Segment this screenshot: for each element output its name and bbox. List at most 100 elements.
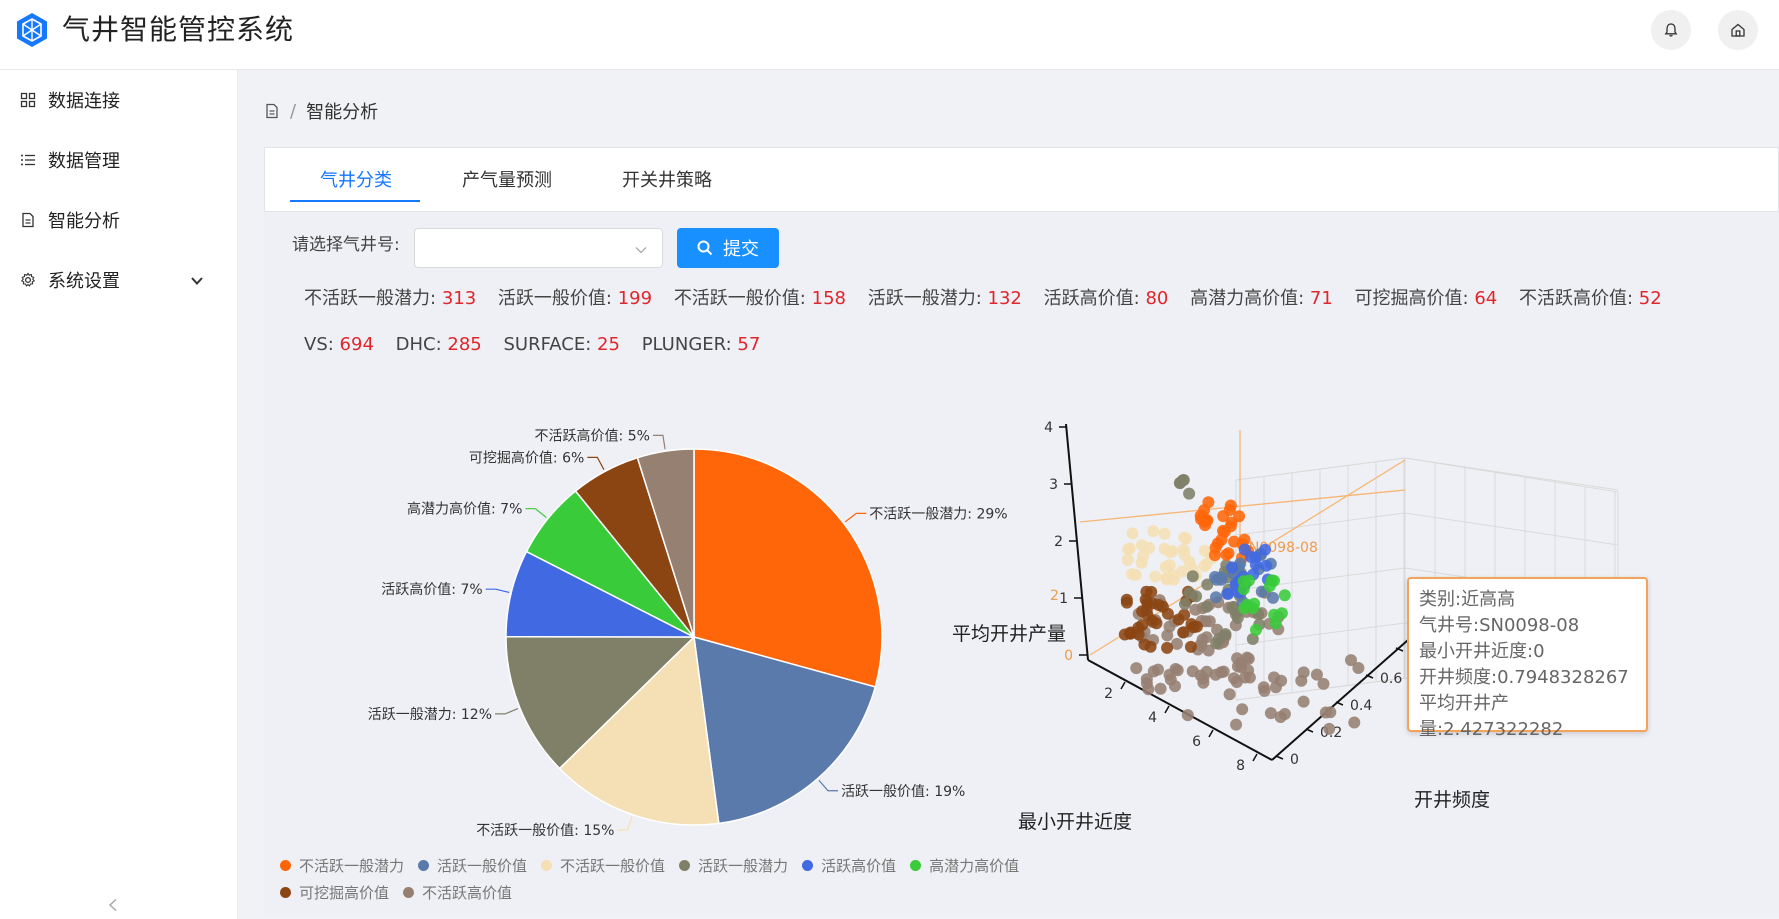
- stat-item: 不活跃一般潜力: 313: [304, 288, 477, 309]
- scatter-point: [1144, 640, 1157, 653]
- tooltip-line: 气井号:SN0098-08: [1419, 615, 1580, 636]
- stats-row-categories: 不活跃一般潜力: 313 活跃一般价值: 199 不活跃一般价值: 158 活跃…: [304, 284, 1678, 310]
- home-button[interactable]: [1718, 10, 1758, 50]
- scatter-point: [1250, 623, 1262, 636]
- scatter-point: [1169, 680, 1181, 693]
- scatter-point: [1178, 608, 1191, 621]
- scatter-point: [1259, 543, 1271, 556]
- scatter-point: [1323, 722, 1336, 735]
- z-axis: [1087, 659, 1273, 761]
- stat-item: 不活跃一般价值: 158: [673, 288, 846, 309]
- x-tick: [1305, 728, 1314, 733]
- tab-open-close-strategy[interactable]: 开关井策略: [622, 170, 712, 191]
- scatter-point: [1163, 559, 1176, 572]
- sidebar-item-smart-analysis[interactable]: 智能分析: [0, 194, 238, 246]
- pie-label-line: [495, 708, 519, 715]
- legend-item[interactable]: 高潜力高价值: [910, 852, 1019, 879]
- legend-label: 活跃一般价值: [437, 857, 528, 875]
- pie-slice: [693, 448, 883, 688]
- legend-item[interactable]: 可挖掘高价值: [280, 879, 389, 906]
- tab-gas-forecast[interactable]: 产气量预测: [462, 170, 552, 191]
- z-tick: [1208, 729, 1214, 738]
- pie-label-line: [818, 779, 839, 792]
- z-tick: [1120, 681, 1126, 690]
- scatter-point: [1197, 676, 1210, 689]
- submit-button[interactable]: 提交: [677, 228, 779, 268]
- scatter-point: [1238, 533, 1251, 546]
- stat-item: 不活跃高价值: 52: [1518, 288, 1662, 309]
- top-header: 气井智能管控系统: [0, 0, 1779, 70]
- bell-icon: [1664, 23, 1678, 37]
- pie-slice: [693, 635, 877, 825]
- x-axis-title: 开井频度: [1414, 789, 1490, 811]
- tab-bar: [264, 147, 1779, 212]
- scatter-point: [1161, 573, 1173, 586]
- scatter-point: [1147, 525, 1160, 538]
- chevron-left-icon[interactable]: [106, 898, 120, 912]
- scatter-point: [1183, 587, 1196, 600]
- scatter-point: [1324, 706, 1337, 719]
- scatter-point: [1310, 668, 1323, 681]
- x-tick: [1335, 701, 1344, 706]
- legend-item[interactable]: 不活跃高价值: [403, 879, 512, 906]
- submit-label: 提交: [723, 239, 759, 260]
- legend-label: 可挖掘高价值: [299, 884, 390, 902]
- scatter-point: [1201, 578, 1214, 591]
- scatter-point: [1130, 662, 1143, 675]
- legend-item[interactable]: 活跃一般潜力: [679, 852, 788, 879]
- pie-label-line: [587, 456, 605, 470]
- legend-label: 活跃高价值: [821, 857, 897, 875]
- stat-item: VS: 694: [304, 334, 374, 355]
- stats-row-types: VS: 694 DHC: 285 SURFACE: 25 PLUNGER: 57: [304, 334, 776, 355]
- breadcrumb-current: 智能分析: [306, 102, 379, 123]
- pie-label-line: [652, 434, 666, 450]
- sidebar-item-data-connect[interactable]: 数据连接: [0, 74, 238, 126]
- notification-button[interactable]: [1651, 10, 1691, 50]
- x-tick-label: 0.6: [1380, 671, 1402, 687]
- pie-slice: [558, 635, 720, 826]
- home-icon: [1731, 23, 1745, 37]
- pie-legend: 不活跃一般潜力 活跃一般价值 不活跃一般价值 活跃一般潜力 活跃高价值 高潜力高价值可挖掘…: [280, 852, 1060, 906]
- legend-item[interactable]: 活跃高价值: [802, 852, 896, 879]
- scatter-point: [1297, 695, 1310, 708]
- stat-item: 活跃一般价值: 199: [497, 288, 653, 309]
- chevron-down-icon: [191, 277, 203, 285]
- tab-active-indicator: [290, 200, 420, 202]
- legend-label: 不活跃一般价值: [560, 857, 666, 875]
- sidebar-item-data-manage[interactable]: 数据管理: [0, 134, 238, 186]
- file-icon: [22, 212, 34, 228]
- sidebar-item-system-settings[interactable]: 系统设置: [0, 254, 238, 306]
- legend-item[interactable]: 活跃一般价值: [418, 852, 527, 879]
- x-axis: [1271, 639, 1409, 761]
- scatter-point: [1275, 674, 1288, 687]
- scatter-3d-chart: 01234246800.20.40.60.8平均开井产量最小开井近度开井频度2S…: [952, 420, 1619, 833]
- stat-item: 活跃高价值: 80: [1043, 288, 1169, 309]
- scatter-point: [1186, 665, 1199, 678]
- stat-item: 可挖掘高价值: 64: [1354, 288, 1498, 309]
- pie-chart: 不活跃一般潜力: 29% 活跃一般价值: 19% 不活跃一般价值: 15% 活跃一般潜…: [368, 427, 1008, 838]
- scatter-point: [1222, 587, 1235, 600]
- legend-item[interactable]: 不活跃一般价值: [541, 852, 665, 879]
- scatter-point: [1297, 666, 1310, 679]
- scatter-point: [1199, 519, 1212, 532]
- scatter-point: [1135, 539, 1148, 552]
- grid-line: [1235, 457, 1619, 491]
- scatter-point: [1235, 661, 1248, 674]
- x-tick: [1365, 674, 1374, 679]
- scatter-point: [1223, 688, 1236, 701]
- y-tick-label: 3: [1049, 477, 1058, 493]
- legend-dot: [280, 887, 291, 898]
- scatter-point: [1345, 654, 1357, 667]
- stat-item: 活跃一般潜力: 132: [867, 288, 1022, 309]
- pie-label: 活跃一般潜力: 12%: [368, 707, 492, 723]
- scatter-point: [1224, 520, 1237, 533]
- scatter-point: [1200, 600, 1213, 613]
- tooltip-line: 最小开井近度:0: [1419, 641, 1545, 662]
- well-select[interactable]: [414, 228, 663, 268]
- scatter-point: [1246, 633, 1259, 645]
- scatter-point: [1217, 665, 1230, 678]
- legend-label: 活跃一般潜力: [698, 857, 789, 875]
- tab-well-classification[interactable]: 气井分类: [320, 170, 392, 191]
- legend-item[interactable]: 不活跃一般潜力: [280, 852, 404, 879]
- scatter-point: [1140, 604, 1153, 617]
